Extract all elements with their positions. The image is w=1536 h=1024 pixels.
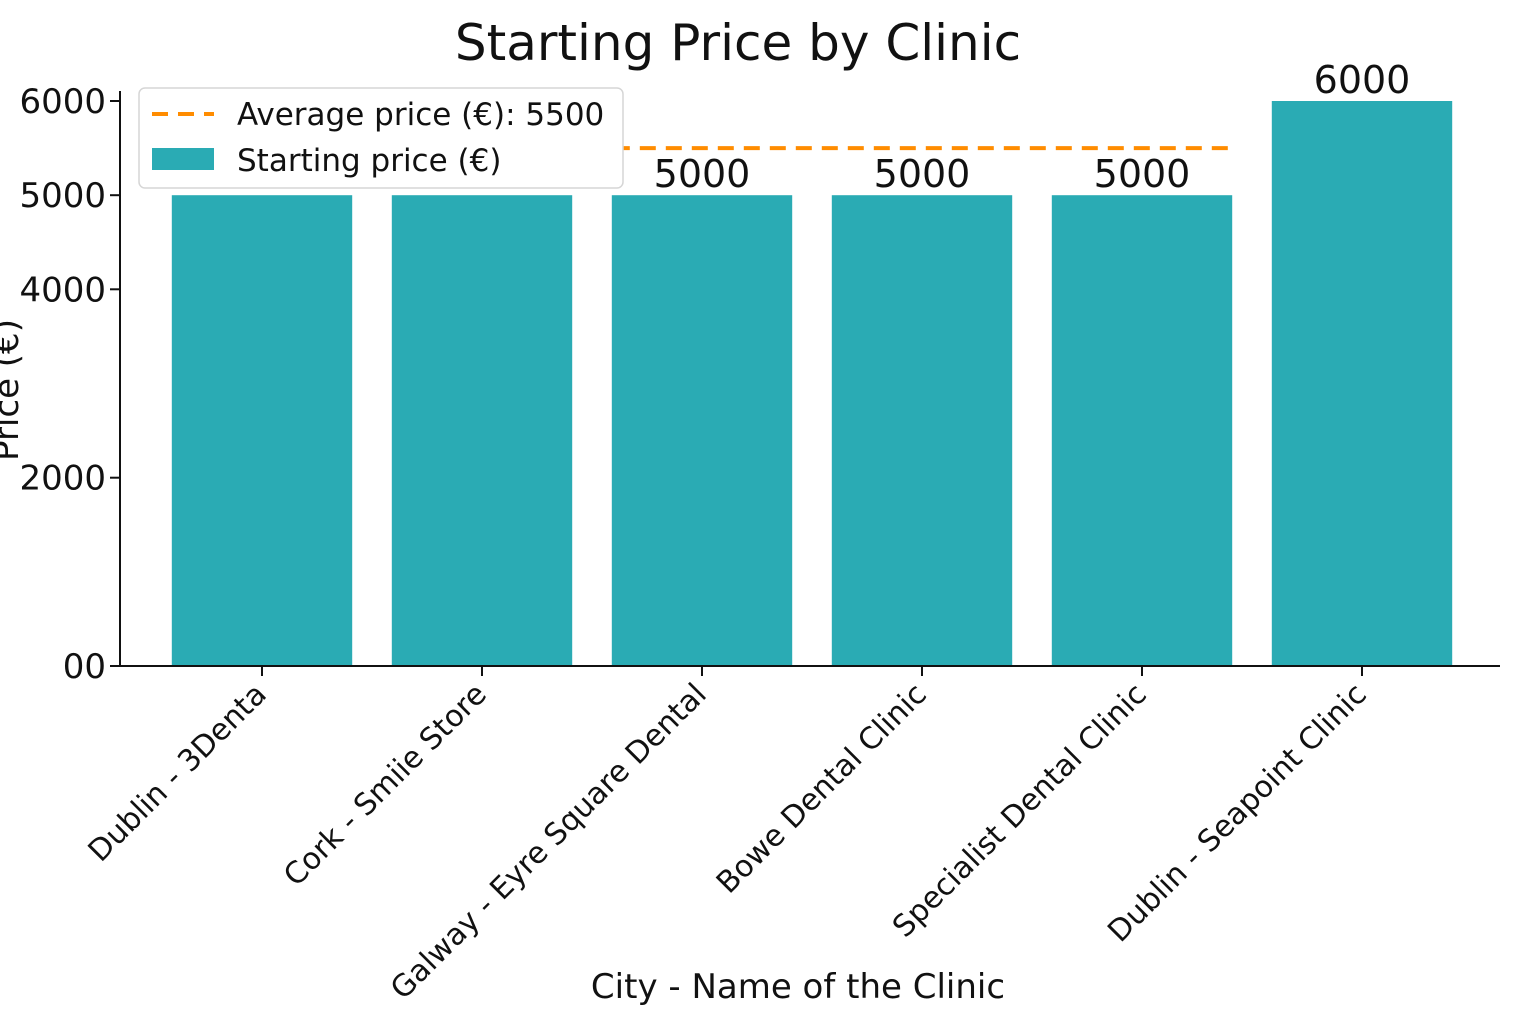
bar-value-label-6: 6000 [1314, 58, 1411, 102]
bar-5 [1051, 195, 1233, 666]
bar-6 [1271, 101, 1453, 666]
axes [119, 91, 1500, 667]
y-tick-label-1: 00 [63, 647, 106, 687]
y-axis-ticks: 00 2000 4000 5000 6000 [19, 82, 120, 687]
y-tick-label-3: 4000 [19, 270, 106, 310]
bars [171, 101, 1453, 666]
y-tick-label-2: 2000 [19, 459, 106, 499]
x-tick-label-5: Specialist Dental Clinic [886, 677, 1154, 945]
bar-1 [171, 195, 353, 666]
legend-starting-price-swatch [152, 148, 214, 170]
legend-box [138, 87, 624, 189]
bar-3 [611, 195, 793, 666]
bar-value-label-4: 5000 [874, 152, 971, 196]
bar-value-label-3: 5000 [654, 152, 751, 196]
legend: Average price (€): 5500 Starting price (… [138, 87, 624, 189]
chart-title: Starting Price by Clinic [455, 14, 1021, 72]
y-tick-label-5: 6000 [19, 82, 106, 122]
x-axis-ticks: Dublin - 3Denta Cork - Smiie StoreGalway … [82, 666, 1374, 1007]
x-tick-label-2: Cork - Smiie Store [277, 677, 493, 893]
legend-average-label: Average price (€): 5500 [237, 97, 604, 133]
x-tick-label-1: Dublin - 3Denta [82, 677, 274, 869]
bar-2 [391, 195, 573, 666]
y-axis-label: Price (€) [0, 319, 27, 461]
x-tick-label-4: Bowe Dental Clinic [710, 677, 934, 901]
x-axis-label: City - Name of the Clinic [591, 967, 1005, 1007]
legend-starting-price-label: Starting price (€) [237, 143, 501, 179]
x-tick-label-6: Dublin - Seapoint Clinic [1101, 677, 1373, 949]
y-tick-label-4: 5000 [19, 176, 106, 216]
bar-value-label-5: 5000 [1094, 152, 1191, 196]
bar-4 [831, 195, 1013, 666]
plot-area: 500050005000500050006000 002000400050006… [19, 58, 1500, 1007]
